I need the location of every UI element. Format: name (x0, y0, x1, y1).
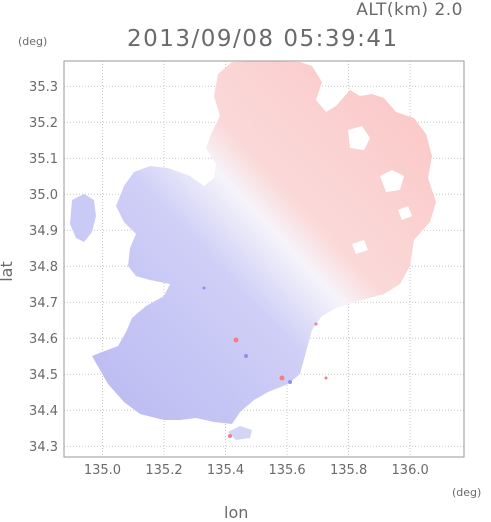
x-tick-label: 135.6 (268, 463, 305, 478)
echo-gap (380, 170, 404, 192)
echo-outlier (288, 380, 292, 384)
y-tick-label: 35.0 (29, 188, 58, 203)
echo-south (228, 426, 252, 440)
y-tick-label: 34.4 (29, 404, 58, 419)
y-axis-unit: (deg) (18, 35, 48, 48)
y-tick-label: 34.8 (29, 260, 58, 275)
y-tick-label: 34.7 (29, 296, 58, 311)
timestamp: 2013/09/08 05:39:41 (127, 26, 399, 52)
axis-ticks: 135.0 135.2 135.4 135.6 135.8 136.0 35.3 35.2 35… (29, 80, 429, 478)
echo-outlier (279, 375, 285, 381)
y-tick-label: 35.2 (29, 116, 58, 131)
echo-outlier (233, 337, 239, 343)
x-tick-label: 135.4 (207, 463, 244, 478)
y-tick-label: 35.1 (29, 152, 58, 167)
y-tick-label: 35.3 (29, 80, 58, 95)
echo-outlier (228, 434, 232, 438)
map-frame (63, 60, 465, 458)
y-tick-label: 34.6 (29, 332, 58, 347)
echo-outlier (324, 376, 328, 380)
y-tick-label: 34.3 (29, 440, 58, 455)
echo-west (70, 194, 96, 242)
echo-outlier (244, 354, 248, 358)
y-tick-label: 34.5 (29, 368, 58, 383)
echo-gap (352, 240, 368, 254)
y-tick-label: 34.9 (29, 224, 58, 239)
x-tick-label: 135.2 (145, 463, 182, 478)
x-axis-unit: (deg) (452, 486, 482, 499)
echo-gap (348, 126, 370, 150)
x-tick-label: 135.0 (84, 463, 121, 478)
echo-outlier (202, 286, 206, 290)
echo-main (92, 61, 436, 424)
altitude-label: ALT(km) 2.0 (356, 0, 463, 20)
x-tick-label: 136.0 (392, 463, 429, 478)
x-tick-label: 135.8 (330, 463, 367, 478)
echo-gap (398, 206, 412, 220)
x-axis-label: lon (224, 503, 249, 522)
echo-outlier (314, 322, 318, 326)
echo-region (70, 61, 436, 440)
